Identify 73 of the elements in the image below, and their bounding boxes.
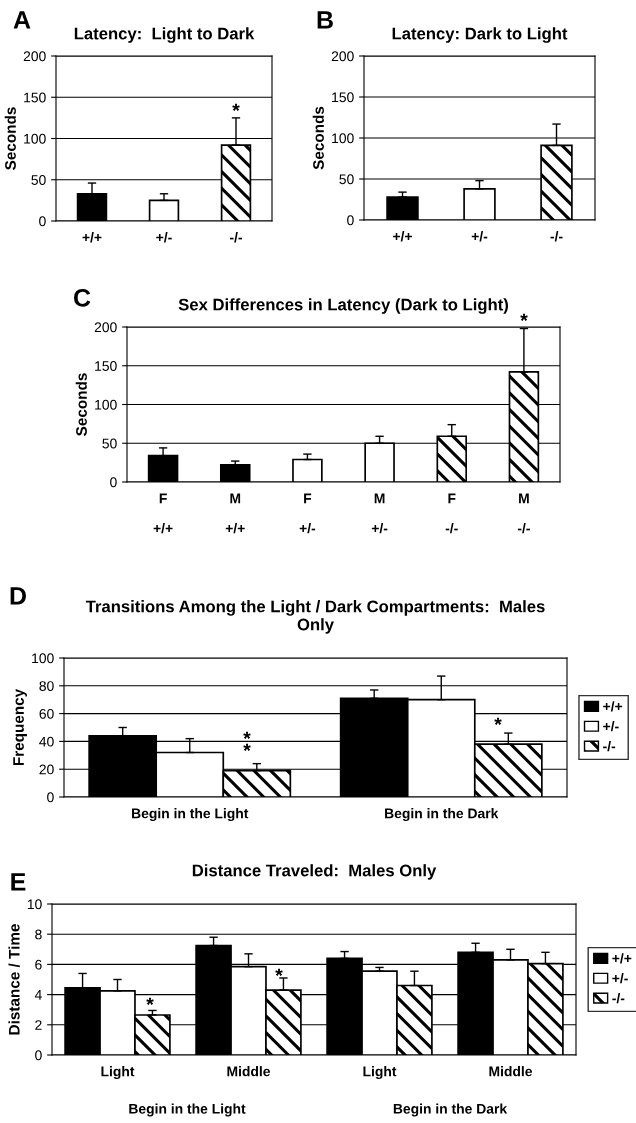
y-tick-label: 0 — [110, 477, 117, 488]
chart-title: Transitions Among the Light / Dark Compartments: Males Only — [85, 600, 545, 634]
category-label: M +/+ — [225, 493, 245, 534]
x-tick-label: +/+ — [82, 232, 102, 243]
x-tick-label: Middle — [227, 1066, 271, 1077]
y-tick-label: 100 — [95, 399, 117, 410]
y-tick-label: 150 — [24, 92, 46, 103]
y-tick-label: 150 — [332, 92, 354, 103]
y-axis-title: Distance / Time — [8, 924, 20, 1035]
y-axis-title: Seconds — [312, 106, 324, 170]
text: B — [317, 11, 333, 29]
y-tick-label: 200 — [331, 51, 354, 62]
y-tick-label: 4 — [34, 990, 42, 1000]
x-tick-label: +/- — [156, 232, 172, 243]
annotation: * — [243, 743, 251, 751]
y-tick-label: 50 — [339, 174, 354, 185]
annotation: * — [275, 968, 283, 976]
x-tick-label: Light — [363, 1066, 397, 1080]
chart-title: Distance Traveled: Males Only — [192, 864, 437, 880]
annotation: * — [232, 103, 240, 111]
text: * — [520, 313, 528, 321]
annotation: * — [243, 731, 251, 739]
x-tick-label: +/- — [471, 231, 488, 242]
y-axis-title: Seconds — [75, 373, 87, 436]
category-label: F +/- — [299, 493, 316, 534]
text: D — [10, 587, 26, 605]
annotation: * — [494, 717, 502, 725]
y-axis-title: Seconds — [4, 107, 16, 170]
y-tick-label: 20 — [39, 764, 54, 775]
x-tick-label: -/- — [229, 232, 242, 243]
y-tick-label: 2 — [35, 1020, 42, 1030]
text: A — [13, 11, 31, 29]
category-label: F -/- — [445, 493, 458, 534]
y-tick-label: 10 — [27, 899, 42, 910]
text: E — [11, 873, 26, 891]
y-tick-label: 80 — [39, 681, 54, 691]
y-tick-label: 8 — [35, 929, 42, 940]
legend-label: -/- — [603, 740, 616, 752]
y-tick-label: 200 — [94, 322, 117, 333]
chart-title: Latency: Dark to Light — [392, 27, 568, 43]
x-tick-label: Light — [101, 1066, 135, 1080]
y-tick-label: 100 — [32, 653, 54, 664]
y-tick-label: 100 — [24, 133, 46, 144]
legend-label: +/- — [612, 973, 628, 984]
legend-label: +/+ — [603, 701, 623, 712]
text: C — [74, 289, 91, 307]
y-tick-label: 0 — [39, 216, 46, 227]
chart-title: Latency: Light to Dark — [74, 27, 255, 43]
y-tick-label: 0 — [347, 215, 354, 226]
x-tick-label: Middle — [489, 1066, 533, 1077]
y-tick-label: 50 — [102, 438, 117, 449]
y-axis-title: Frequency — [13, 688, 27, 766]
y-tick-label: 60 — [39, 708, 54, 719]
x-tick-label: +/+ — [393, 231, 412, 242]
text: Begin in the Light — [129, 1103, 246, 1117]
annotation: * — [146, 997, 154, 1005]
y-tick-label: 40 — [39, 736, 54, 747]
y-tick-label: 6 — [35, 959, 42, 970]
legend-label: -/- — [612, 992, 625, 1004]
y-tick-label: 50 — [31, 175, 46, 185]
y-tick-label: 200 — [23, 51, 46, 62]
y-tick-label: 0 — [47, 792, 54, 803]
category-label: F +/+ — [153, 493, 173, 534]
legend-label: +/- — [603, 721, 619, 732]
x-tick-label: -/- — [550, 231, 563, 242]
y-tick-label: 100 — [332, 133, 354, 144]
category-label: M -/- — [517, 493, 530, 534]
legend-label: +/+ — [612, 953, 632, 964]
chart-title: Sex Differences in Latency (Dark to Light) — [178, 298, 508, 314]
category-label: M +/- — [371, 493, 388, 534]
y-tick-label: 150 — [95, 361, 117, 371]
text: Begin in the Dark — [393, 1103, 508, 1117]
y-tick-label: 0 — [35, 1050, 42, 1061]
